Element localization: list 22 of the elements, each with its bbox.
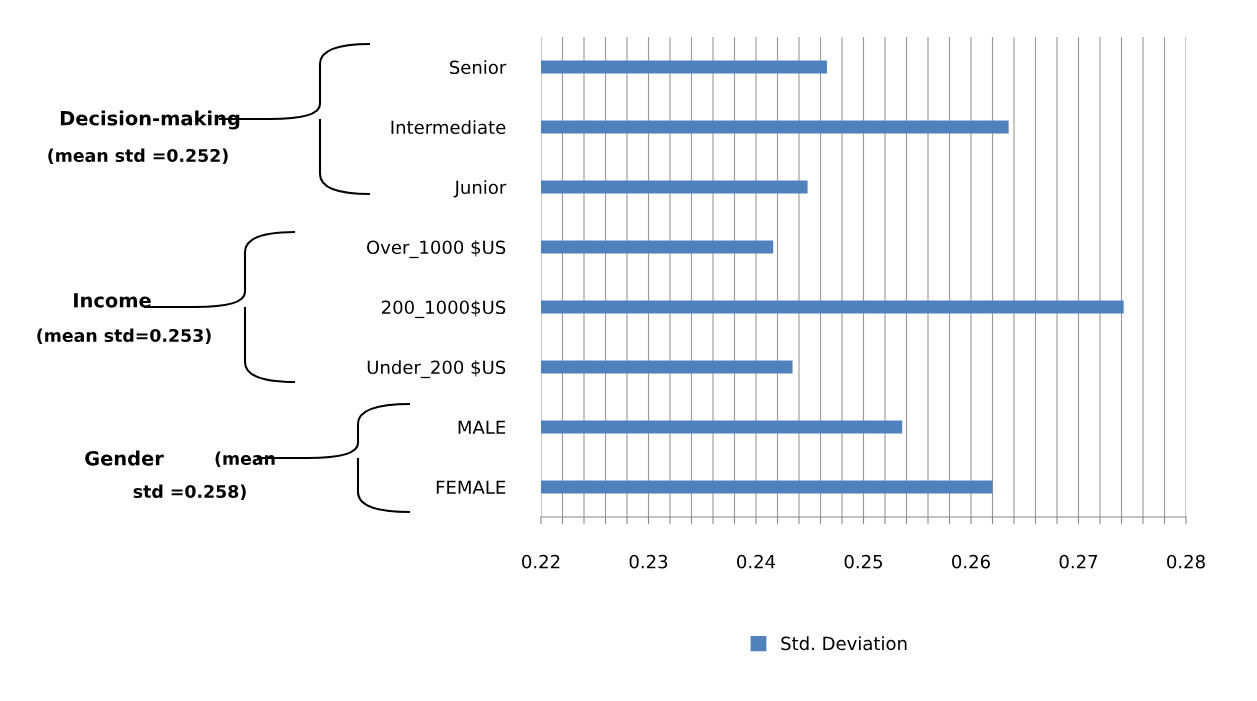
- text: Gender: [85, 450, 164, 466]
- x-tick-label: 0.27: [1059, 554, 1098, 569]
- text: (mean std =0.252): [48, 148, 228, 165]
- text: std =0.258): [133, 484, 246, 501]
- y-tick-label: Under_200 $US: [367, 360, 506, 379]
- y-tick-label: MALE: [458, 420, 506, 434]
- x-tick-label: 0.23: [629, 554, 668, 569]
- text: Decision-making: [60, 110, 240, 130]
- y-tick-label: Senior: [449, 60, 507, 75]
- y-tick-label: FEMALE: [436, 480, 506, 494]
- text: Income: [74, 293, 151, 308]
- x-tick-label: 0.26: [952, 554, 990, 569]
- y-tick-label: Intermediate: [391, 120, 506, 135]
- x-tick-label: 0.24: [737, 554, 776, 569]
- x-tick-label: 0.28: [1167, 554, 1205, 569]
- y-tick-label: 200_1000$US: [381, 300, 506, 319]
- y-tick-label: Junior: [453, 180, 507, 198]
- legend-label: Std. Deviation: [781, 636, 907, 651]
- x-tick-label: 0.22: [522, 554, 560, 569]
- y-tick-label: Over_1000 $US: [366, 240, 506, 259]
- x-tick-label: 0.25: [844, 554, 883, 569]
- text: (mean std=0.253): [37, 328, 211, 345]
